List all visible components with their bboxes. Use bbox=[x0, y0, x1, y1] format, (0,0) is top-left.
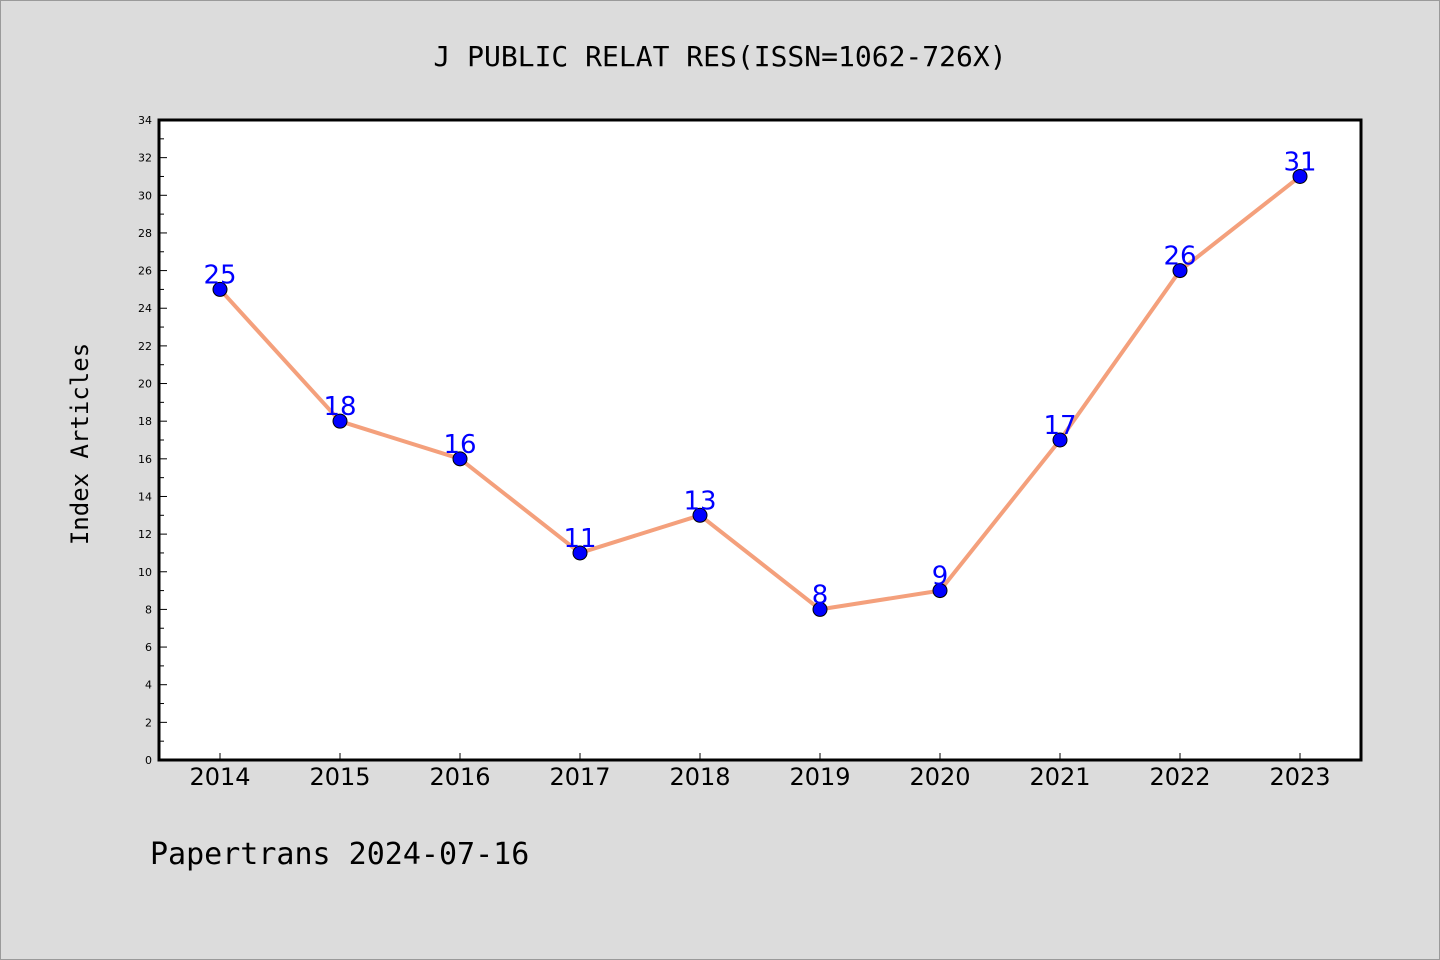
data-point bbox=[452, 451, 468, 467]
x-tick-label: 2021 bbox=[1029, 763, 1090, 791]
y-tick-label: 0 bbox=[145, 754, 152, 767]
y-tick-label: 34 bbox=[138, 114, 152, 127]
data-label: 26 bbox=[1163, 242, 1196, 272]
data-point bbox=[932, 583, 948, 599]
footer-text: Papertrans 2024-07-16 bbox=[150, 837, 529, 872]
y-tick-label: 6 bbox=[145, 641, 152, 654]
data-point bbox=[1172, 263, 1188, 279]
data-label: 9 bbox=[932, 562, 949, 592]
data-point bbox=[332, 413, 348, 429]
y-tick-label: 16 bbox=[138, 453, 152, 466]
x-tick-label: 2015 bbox=[309, 763, 370, 791]
y-tick-label: 28 bbox=[138, 227, 152, 240]
x-tick-label: 2016 bbox=[429, 763, 490, 791]
y-tick-label: 30 bbox=[138, 189, 152, 202]
x-tick-label: 2018 bbox=[669, 763, 730, 791]
data-label: 25 bbox=[203, 260, 236, 290]
y-tick-label: 14 bbox=[138, 490, 152, 503]
series-line bbox=[218, 174, 1302, 612]
data-label: 18 bbox=[323, 392, 356, 422]
y-tick-label: 8 bbox=[145, 603, 152, 616]
data-label: 31 bbox=[1283, 147, 1316, 177]
data-label: 16 bbox=[443, 430, 476, 460]
x-tick-label: 2017 bbox=[549, 763, 610, 791]
y-tick-label: 22 bbox=[138, 340, 152, 353]
data-label: 11 bbox=[563, 524, 596, 554]
y-tick-label: 10 bbox=[138, 566, 152, 579]
chart-title: J PUBLIC RELAT RES(ISSN=1062-726X) bbox=[433, 40, 1006, 73]
x-tick-label: 2020 bbox=[909, 763, 970, 791]
y-tick-label: 26 bbox=[138, 265, 152, 278]
x-tick-label: 2023 bbox=[1269, 763, 1330, 791]
y-tick-label: 12 bbox=[138, 528, 152, 541]
y-tick-label: 32 bbox=[138, 152, 152, 165]
x-axis-ticks: 2014 2015 2016 2017 2018 2019 2020 2021 2022 2023 bbox=[189, 753, 1331, 791]
x-tick-label: 2014 bbox=[189, 763, 250, 791]
x-tick-label: 2019 bbox=[789, 763, 850, 791]
data-labels-group: 25 18 16 11 13 8 9 17 26 31 bbox=[203, 147, 1316, 610]
x-tick-label: 2022 bbox=[1149, 763, 1210, 791]
data-point bbox=[812, 601, 828, 617]
data-point bbox=[1052, 432, 1068, 448]
y-tick-label: 20 bbox=[138, 378, 152, 391]
y-tick-label: 2 bbox=[145, 716, 152, 729]
data-point bbox=[692, 507, 708, 523]
data-point bbox=[572, 545, 588, 561]
series-line-group bbox=[218, 174, 1302, 612]
data-label: 8 bbox=[812, 580, 829, 610]
plot-area bbox=[157, 118, 1363, 762]
y-tick-label: 4 bbox=[145, 679, 152, 692]
data-point bbox=[212, 281, 228, 297]
data-point bbox=[1292, 168, 1308, 184]
data-label: 13 bbox=[683, 486, 716, 516]
markers-group bbox=[212, 168, 1308, 617]
data-label: 17 bbox=[1043, 411, 1076, 441]
y-axis-label: Index Articles bbox=[66, 343, 94, 545]
y-tick-label: 24 bbox=[138, 302, 152, 315]
y-tick-label: 18 bbox=[138, 415, 152, 428]
